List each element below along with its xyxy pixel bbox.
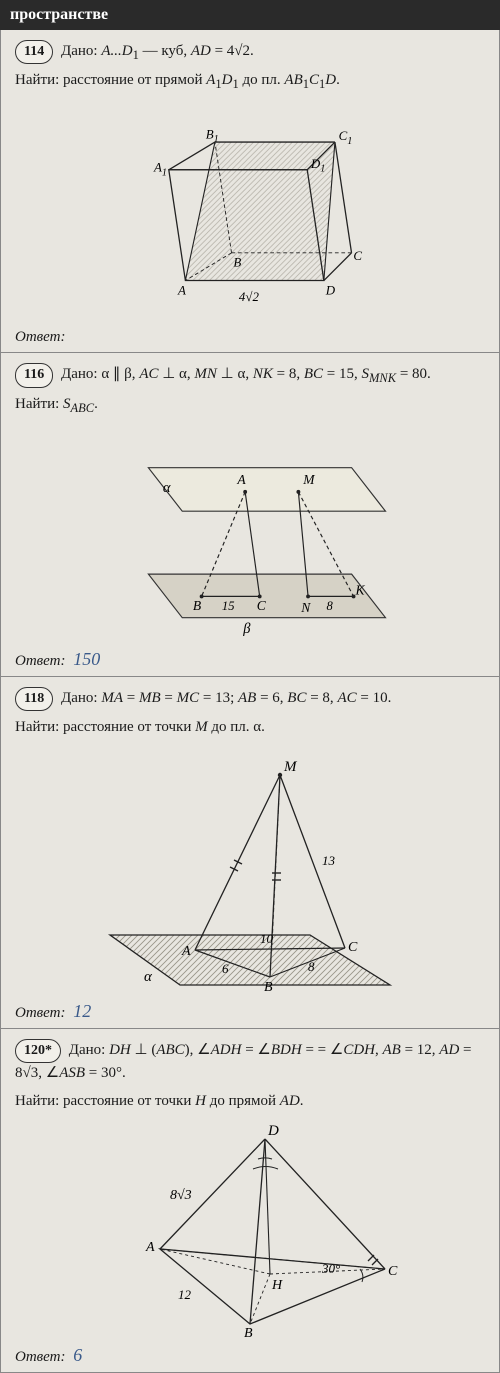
answer-row-118: Ответ: 12 <box>15 1001 485 1022</box>
svg-text:K: K <box>354 582 365 597</box>
problem-118: 118 Дано: MA = MB = MC = 13; AB = 6, BC … <box>0 677 500 1029</box>
answer-label: Ответ: <box>15 1005 65 1021</box>
given-text: Дано: α ∥ β, AC ⊥ α, MN ⊥ α, NK = 8, BC … <box>61 366 431 382</box>
svg-text:B: B <box>244 1326 253 1339</box>
svg-text:D: D <box>267 1123 279 1139</box>
figure-pyramid: M A B C α 13 10 6 8 <box>100 745 400 995</box>
svg-text:A: A <box>236 472 246 487</box>
answer-value: 150 <box>73 649 100 669</box>
svg-text:C: C <box>353 249 362 264</box>
answer-value: 6 <box>73 1345 82 1365</box>
problem-120-given: 120* Дано: DH ⊥ (ABC), ∠ADH = ∠BDH = = ∠… <box>15 1039 485 1085</box>
svg-text:D: D <box>325 283 336 298</box>
svg-text:A: A <box>145 1240 155 1255</box>
svg-text:β: β <box>242 621 251 637</box>
problem-120: 120* Дано: DH ⊥ (ABC), ∠ADH = ∠BDH = = ∠… <box>0 1029 500 1373</box>
svg-text:8√3: 8√3 <box>170 1188 192 1203</box>
problem-114-given: 114 Дано: A...D1 — куб, AD = 4√2. <box>15 40 485 64</box>
svg-text:10: 10 <box>260 931 274 946</box>
svg-text:M: M <box>283 759 298 775</box>
svg-text:15: 15 <box>222 599 235 613</box>
svg-text:8: 8 <box>326 599 333 613</box>
answer-label: Ответ: <box>15 329 65 345</box>
figure-two-planes: α β A M B C N K 15 8 <box>100 423 400 643</box>
problem-118-given: 118 Дано: MA = MB = MC = 13; AB = 6, BC … <box>15 687 485 711</box>
svg-text:C: C <box>348 940 358 955</box>
svg-text:A: A <box>177 283 186 298</box>
problem-114: 114 Дано: A...D1 — куб, AD = 4√2. Найти:… <box>0 30 500 353</box>
problem-114-find: Найти: расстояние от прямой A1D1 до пл. … <box>15 70 485 93</box>
figure-cube: A D B C A1 D1 B1 C1 4√2 <box>130 99 370 319</box>
problem-116: 116 Дано: α ∥ β, AC ⊥ α, MN ⊥ α, NK = 8,… <box>0 353 500 676</box>
given-text: Дано: A...D1 — куб, AD = 4√2. <box>61 43 254 59</box>
svg-text:α: α <box>163 480 171 496</box>
svg-text:C1: C1 <box>339 129 353 148</box>
page-root: пространстве 114 Дано: A...D1 — куб, AD … <box>0 0 500 1373</box>
svg-text:4√2: 4√2 <box>239 289 260 304</box>
answer-row-120: Ответ: 6 <box>15 1345 485 1366</box>
answer-label: Ответ: <box>15 653 65 669</box>
problem-number: 116 <box>15 363 53 387</box>
answer-value: 12 <box>73 1001 91 1021</box>
answer-row-114: Ответ: <box>15 325 485 346</box>
answer-label: Ответ: <box>15 1349 65 1365</box>
svg-text:A1: A1 <box>153 160 167 179</box>
section-title: пространстве <box>10 6 108 23</box>
svg-text:α: α <box>144 969 153 985</box>
svg-text:C: C <box>257 598 267 613</box>
answer-row-116: Ответ: 150 <box>15 649 485 670</box>
problem-116-find: Найти: SABC. <box>15 394 485 417</box>
svg-text:B: B <box>193 598 201 613</box>
svg-text:13: 13 <box>322 853 336 868</box>
svg-text:B1: B1 <box>206 127 219 146</box>
svg-text:B: B <box>264 980 273 995</box>
svg-text:C: C <box>388 1264 398 1279</box>
svg-text:B: B <box>233 255 241 270</box>
problem-number: 120* <box>15 1039 61 1063</box>
given-text: Дано: DH ⊥ (ABC), ∠ADH = ∠BDH = = ∠CDH, … <box>15 1042 472 1081</box>
svg-text:6: 6 <box>222 961 229 976</box>
problem-120-find: Найти: расстояние от точки H до прямой A… <box>15 1091 485 1113</box>
svg-text:12: 12 <box>178 1287 192 1302</box>
svg-text:N: N <box>300 600 311 615</box>
section-header: пространстве <box>0 0 500 30</box>
svg-text:8: 8 <box>308 959 315 974</box>
figure-tetra: D A B C H 8√3 12 30° <box>100 1119 400 1339</box>
problem-number: 114 <box>15 40 53 64</box>
svg-text:M: M <box>302 472 315 487</box>
svg-text:A: A <box>181 944 191 959</box>
given-text: Дано: MA = MB = MC = 13; AB = 6, BC = 8,… <box>61 690 391 706</box>
svg-text:30°: 30° <box>321 1261 340 1276</box>
problem-118-find: Найти: расстояние от точки M до пл. α. <box>15 717 485 739</box>
problem-number: 118 <box>15 687 53 711</box>
svg-text:H: H <box>271 1278 283 1293</box>
problem-116-given: 116 Дано: α ∥ β, AC ⊥ α, MN ⊥ α, NK = 8,… <box>15 363 485 387</box>
